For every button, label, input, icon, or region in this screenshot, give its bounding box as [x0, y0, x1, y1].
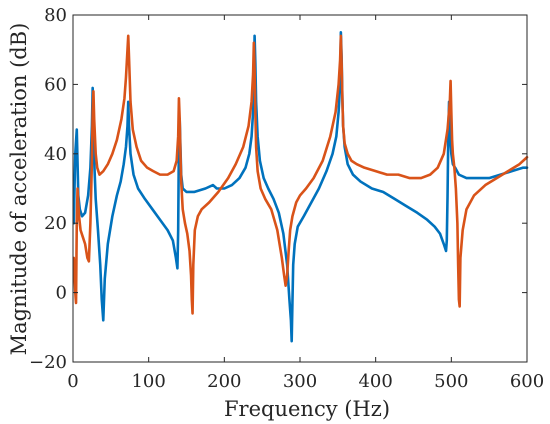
- x-tick-label: 100: [131, 371, 165, 392]
- y-tick-label: 40: [44, 144, 67, 165]
- x-tick-label: 0: [67, 371, 78, 392]
- x-axis-label: Frequency (Hz): [224, 397, 390, 421]
- y-tick-label: 60: [44, 74, 67, 95]
- y-tick-label: 0: [56, 283, 67, 304]
- x-tick-label: 300: [283, 371, 317, 392]
- series-layer: [72, 31, 529, 343]
- plot-background: [73, 15, 527, 362]
- y-axis-label: Magnitude of acceleration (dB): [7, 23, 31, 356]
- x-tick-label: 200: [207, 371, 241, 392]
- y-tick-label: 20: [44, 213, 67, 234]
- y-tick-label: −20: [29, 352, 67, 373]
- series-line-2: [72, 34, 529, 315]
- plot-area: [73, 15, 527, 362]
- y-tick-label: 80: [44, 5, 67, 26]
- x-tick-label: 500: [434, 371, 468, 392]
- x-tick-label: 600: [510, 371, 544, 392]
- x-tick-label: 400: [358, 371, 392, 392]
